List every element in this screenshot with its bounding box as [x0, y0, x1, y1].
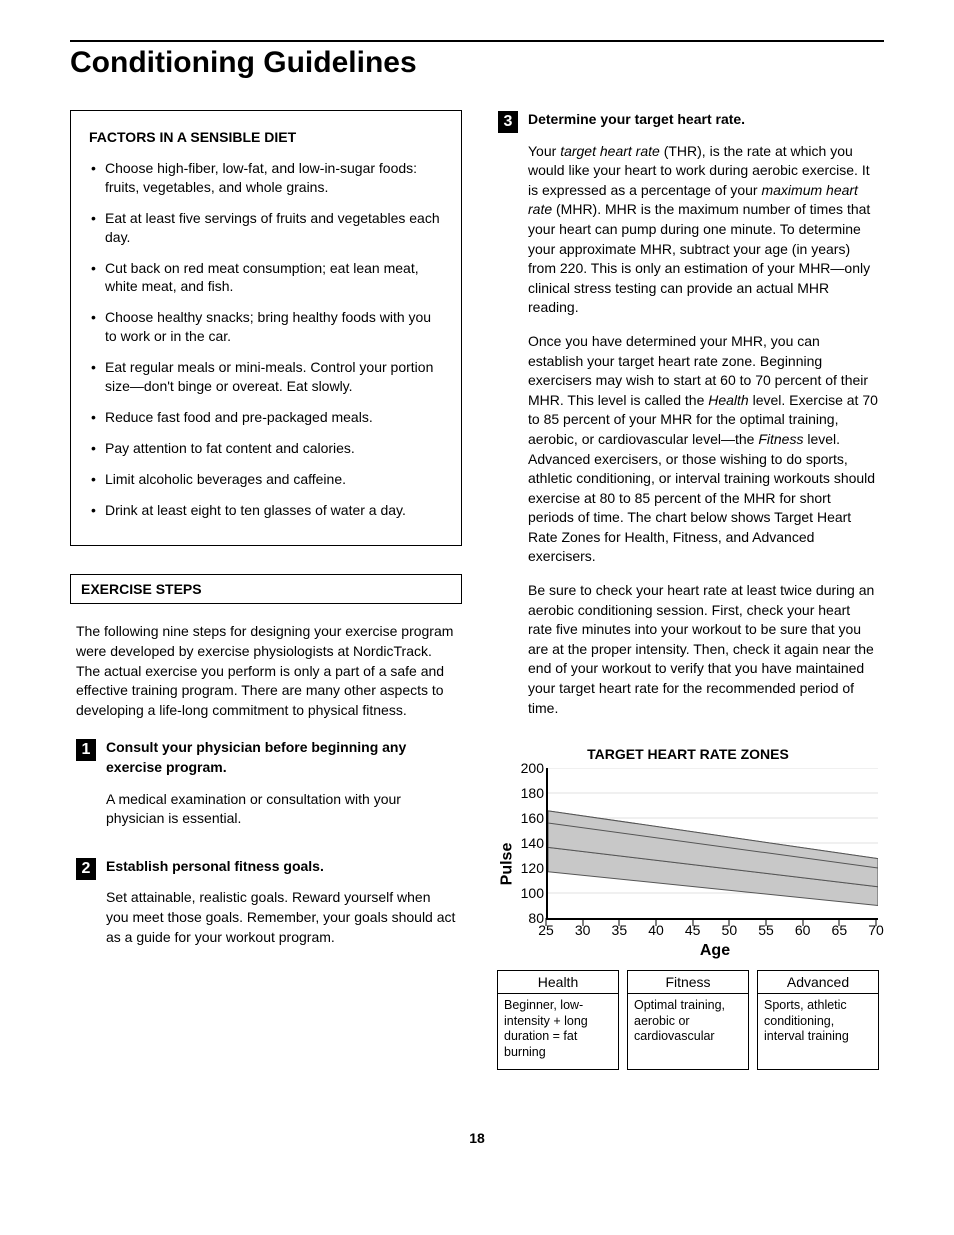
- step-paragraph: Once you have determined your MHR, you c…: [528, 332, 878, 567]
- y-tick: 160: [510, 810, 544, 826]
- x-tick: 65: [832, 922, 848, 938]
- diet-list: Choose high-fiber, low-fat, and low-in-s…: [89, 159, 443, 519]
- diet-item: Eat regular meals or mini-meals. Control…: [89, 358, 443, 396]
- page-number: 18: [70, 1130, 884, 1146]
- diet-item: Limit alcoholic beverages and caffeine.: [89, 470, 443, 489]
- y-tick: 140: [510, 835, 544, 851]
- step-title: Establish personal fitness goals.: [106, 857, 456, 877]
- step-body: Establish personal fitness goals. Set att…: [106, 857, 456, 961]
- step: 1 Consult your physician before beginning…: [70, 738, 462, 842]
- legend-desc: Optimal training, aerobic or cardiovascu…: [628, 994, 748, 1064]
- diet-item: Cut back on red meat consumption; eat le…: [89, 259, 443, 297]
- step: 2 Establish personal fitness goals. Set at…: [70, 857, 462, 961]
- step-paragraph: Be sure to check your heart rate at leas…: [528, 581, 878, 718]
- legend-desc: Beginner, low-intensity + long duration …: [498, 994, 618, 1069]
- x-tick: 55: [758, 922, 774, 938]
- right-column: 3 Determine your target heart rate. Your t…: [492, 110, 884, 1070]
- exercise-intro: The following nine steps for designing y…: [70, 622, 462, 720]
- diet-item: Reduce fast food and pre-packaged meals.: [89, 408, 443, 427]
- x-tick: 70: [868, 922, 884, 938]
- top-rule: [70, 40, 884, 42]
- x-tick: 30: [575, 922, 591, 938]
- chart-title: TARGET HEART RATE ZONES: [492, 746, 884, 762]
- y-tick: 100: [510, 885, 544, 901]
- x-tick: 35: [612, 922, 628, 938]
- legend-desc: Sports, athletic conditioning, interval …: [758, 994, 878, 1064]
- step-title: Determine your target heart rate.: [528, 110, 878, 130]
- x-tick: 40: [648, 922, 664, 938]
- chart-plot: 80100120140160180200: [546, 768, 878, 920]
- step-number: 1: [76, 739, 96, 761]
- step-paragraph: A medical examination or consultation wi…: [106, 790, 456, 829]
- diet-item: Eat at least five servings of fruits and…: [89, 209, 443, 247]
- x-axis-label: Age: [546, 942, 884, 960]
- legend-title: Fitness: [628, 971, 748, 994]
- y-tick: 120: [510, 860, 544, 876]
- legend-title: Advanced: [758, 971, 878, 994]
- step-paragraph: Your target heart rate (THR), is the rat…: [528, 142, 878, 318]
- step-number: 3: [498, 111, 518, 133]
- y-tick: 200: [510, 760, 544, 776]
- legend-box: FitnessOptimal training, aerobic or card…: [627, 970, 749, 1070]
- y-tick: 180: [510, 785, 544, 801]
- exercise-steps-header: EXERCISE STEPS: [70, 574, 462, 604]
- diet-box-title: FACTORS IN A SENSIBLE DIET: [89, 129, 443, 145]
- diet-item: Pay attention to fat content and calorie…: [89, 439, 443, 458]
- x-tick: 60: [795, 922, 811, 938]
- x-tick: 50: [722, 922, 738, 938]
- step-body: Determine your target heart rate. Your ta…: [528, 110, 878, 732]
- legend-box: HealthBeginner, low-intensity + long dur…: [497, 970, 619, 1070]
- step-paragraph: Set attainable, realistic goals. Reward …: [106, 888, 456, 947]
- legend-box: AdvancedSports, athletic conditioning, i…: [757, 970, 879, 1070]
- step-number: 2: [76, 858, 96, 880]
- diet-item: Drink at least eight to ten glasses of w…: [89, 501, 443, 520]
- step: 3 Determine your target heart rate. Your t…: [492, 110, 884, 732]
- heart-rate-chart: Pulse 80100120140160180200 2530354045505…: [492, 768, 884, 960]
- step-title: Consult your physician before beginning …: [106, 738, 456, 777]
- step-body: Consult your physician before beginning …: [106, 738, 456, 842]
- left-column: FACTORS IN A SENSIBLE DIET Choose high-f…: [70, 110, 462, 1070]
- chart-svg: [548, 768, 878, 918]
- chart-legend: HealthBeginner, low-intensity + long dur…: [492, 970, 884, 1070]
- diet-item: Choose high-fiber, low-fat, and low-in-s…: [89, 159, 443, 197]
- x-tick: 25: [538, 922, 554, 938]
- diet-box: FACTORS IN A SENSIBLE DIET Choose high-f…: [70, 110, 462, 546]
- x-tick: 45: [685, 922, 701, 938]
- diet-item: Choose healthy snacks; bring healthy foo…: [89, 308, 443, 346]
- page-title: Conditioning Guidelines: [70, 46, 884, 80]
- legend-title: Health: [498, 971, 618, 994]
